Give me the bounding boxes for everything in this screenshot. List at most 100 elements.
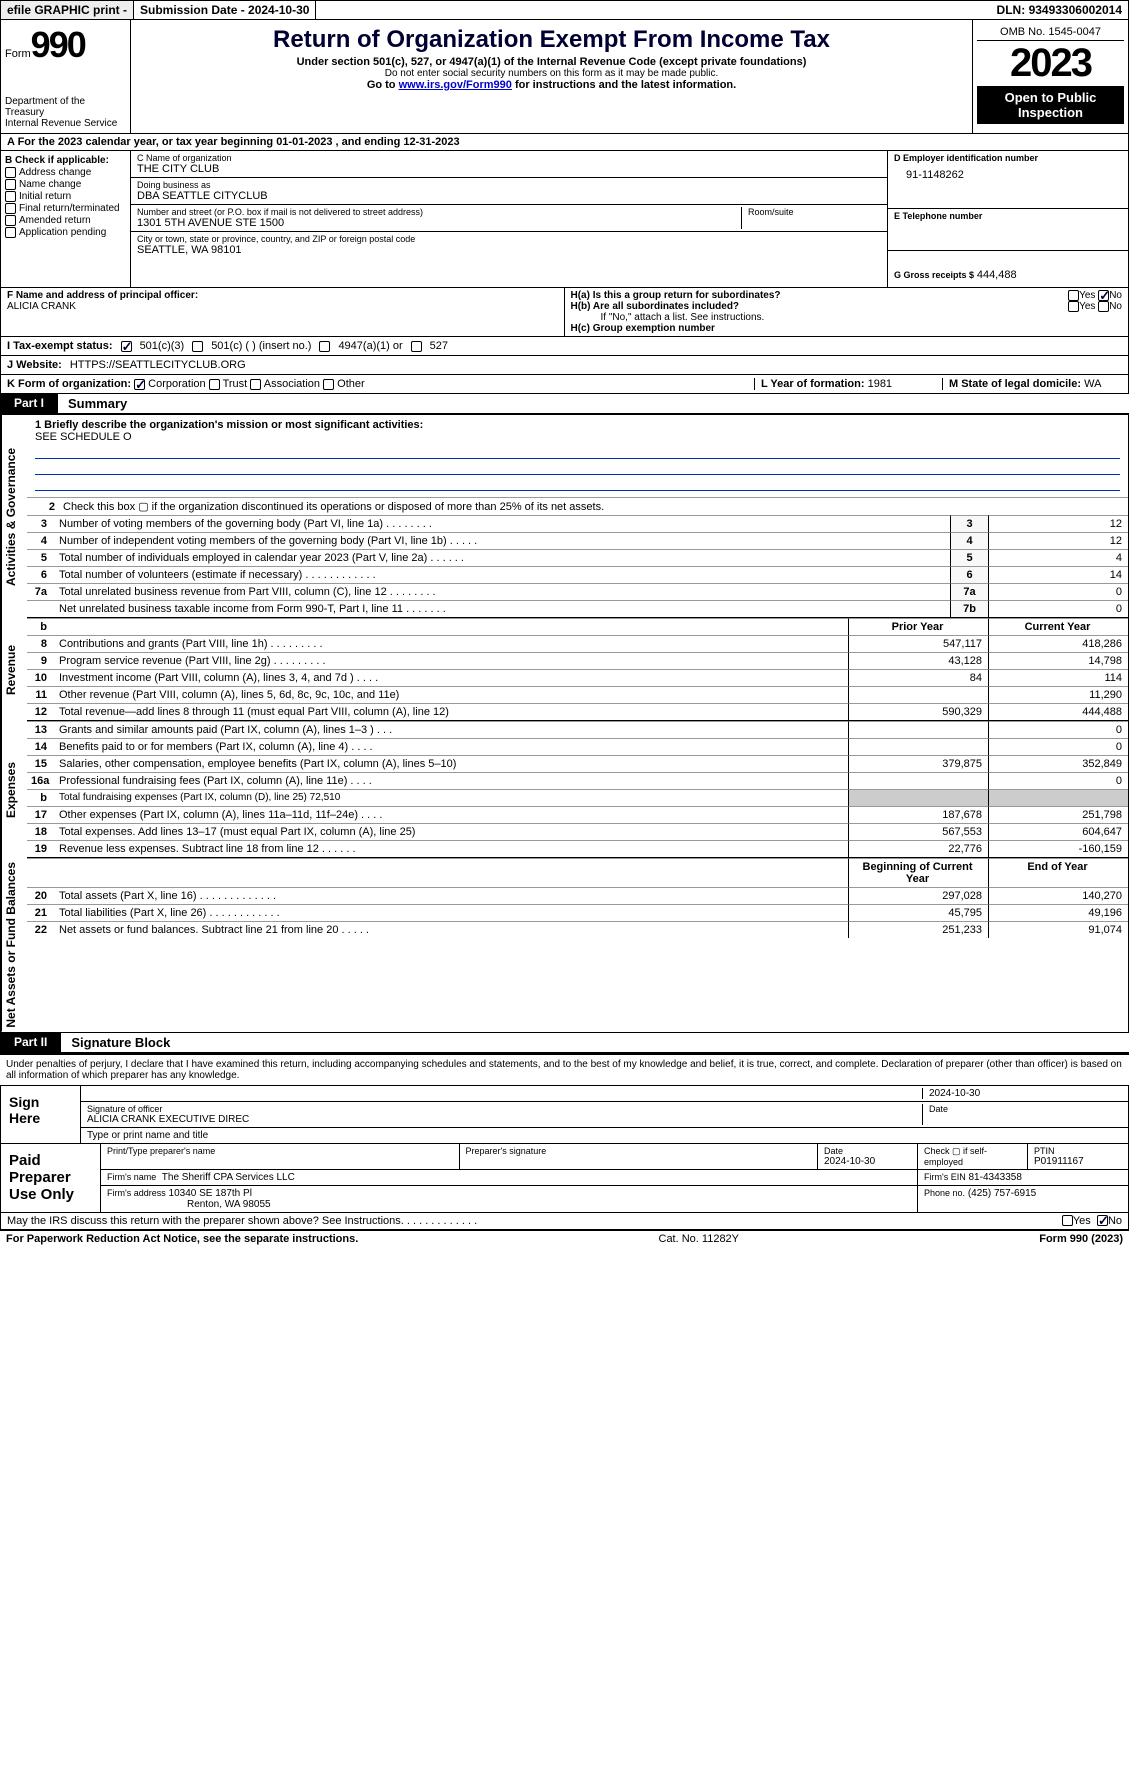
b-item: Name change: [19, 179, 81, 190]
b-checkbox[interactable]: [5, 215, 16, 226]
footer: For Paperwork Reduction Act Notice, see …: [0, 1230, 1129, 1247]
gross-label: G Gross receipts $: [894, 270, 974, 280]
b-item: Application pending: [19, 227, 106, 238]
rev-section: bPrior YearCurrent Year 8Contributions a…: [27, 618, 1128, 721]
mission-label: 1 Briefly describe the organization's mi…: [35, 419, 1120, 431]
section-c: C Name of organizationTHE CITY CLUB Doin…: [131, 151, 888, 287]
part2-tag: Part II: [0, 1033, 61, 1052]
row-i: I Tax-exempt status: 501(c)(3) 501(c) ( …: [0, 337, 1129, 356]
firm-ein: 81-4343358: [969, 1172, 1022, 1183]
gov-label: Activities & Governance: [1, 415, 27, 618]
form-header: Form990 Department of the Treasury Inter…: [0, 20, 1129, 134]
other-checkbox[interactable]: [323, 379, 334, 390]
section-h: H(a) Is this a group return for subordin…: [565, 288, 1129, 336]
ptin: P01911167: [1034, 1156, 1122, 1167]
501c-checkbox[interactable]: [192, 341, 203, 352]
hc-label: H(c) Group exemption number: [571, 323, 1123, 334]
preparer-block: Paid Preparer Use Only Print/Type prepar…: [0, 1144, 1129, 1213]
discuss-yes-checkbox[interactable]: [1062, 1215, 1073, 1226]
firm-phone: (425) 757-6915: [968, 1188, 1036, 1199]
4947-checkbox[interactable]: [319, 341, 330, 352]
prep-date: 2024-10-30: [824, 1156, 911, 1167]
addr-label: Number and street (or P.O. box if mail i…: [137, 207, 741, 217]
exp-label: Expenses: [1, 721, 27, 858]
row-fh: F Name and address of principal officer:…: [0, 288, 1129, 337]
527-checkbox[interactable]: [411, 341, 422, 352]
hb-label: H(b) Are all subordinates included?: [571, 301, 740, 312]
hb-no-checkbox[interactable]: [1098, 301, 1109, 312]
firm-addr-label: Firm's address: [107, 1188, 166, 1198]
b-label: B Check if applicable:: [5, 155, 126, 166]
ein-label: D Employer identification number: [894, 153, 1122, 163]
efile-print-button[interactable]: efile GRAPHIC print -: [1, 1, 134, 19]
date-label: Date: [929, 1104, 1122, 1114]
section-d: D Employer identification number91-11482…: [888, 151, 1128, 287]
formation-year: 1981: [868, 378, 892, 390]
501c3-checkbox[interactable]: [121, 341, 132, 352]
b-item: Amended return: [19, 215, 91, 226]
city: SEATTLE, WA 98101: [137, 244, 881, 256]
current-year-hdr: Current Year: [988, 618, 1128, 635]
submission-date: Submission Date - 2024-10-30: [134, 1, 316, 19]
b-checkbox[interactable]: [5, 167, 16, 178]
irs-link[interactable]: www.irs.gov/Form990: [399, 79, 512, 91]
trust-checkbox[interactable]: [209, 379, 220, 390]
section-a: A For the 2023 calendar year, or tax yea…: [0, 134, 1129, 151]
open-inspection: Open to Public Inspection: [977, 86, 1124, 124]
assoc-checkbox[interactable]: [250, 379, 261, 390]
formation-label: L Year of formation:: [761, 378, 865, 390]
firm-ein-label: Firm's EIN: [924, 1172, 966, 1182]
exp-section: 13Grants and similar amounts paid (Part …: [27, 721, 1128, 858]
perjury-statement: Under penalties of perjury, I declare th…: [0, 1054, 1129, 1085]
org-form-label: K Form of organization:: [7, 378, 131, 390]
dln: DLN: 93493306002014: [991, 1, 1128, 19]
firm-addr2: Renton, WA 98055: [107, 1199, 271, 1210]
b-checkbox[interactable]: [5, 179, 16, 190]
may-discuss-row: May the IRS discuss this return with the…: [0, 1213, 1129, 1230]
phone-label: Phone no.: [924, 1188, 965, 1198]
hb-yes-checkbox[interactable]: [1068, 301, 1079, 312]
row-k: K Form of organization: Corporation Trus…: [0, 375, 1129, 394]
hb-note: If "No," attach a list. See instructions…: [571, 312, 1123, 323]
discuss-question: May the IRS discuss this return with the…: [7, 1215, 477, 1227]
opt-501c3: 501(c)(3): [140, 340, 185, 352]
opt-527: 527: [430, 340, 448, 352]
net-label: Net Assets or Fund Balances: [1, 858, 27, 1032]
opt-4947: 4947(a)(1) or: [338, 340, 402, 352]
preparer-label: Paid Preparer Use Only: [1, 1144, 101, 1212]
section-f: F Name and address of principal officer:…: [1, 288, 565, 336]
firm-name-label: Firm's name: [107, 1172, 156, 1182]
b-checkbox[interactable]: [5, 227, 16, 238]
domicile-state: WA: [1084, 378, 1101, 390]
corp-checkbox[interactable]: [134, 379, 145, 390]
officer-name: ALICIA CRANK: [7, 301, 558, 312]
part2-title: Signature Block: [61, 1033, 180, 1052]
tax-status-label: I Tax-exempt status:: [7, 340, 113, 352]
b-checkbox[interactable]: [5, 203, 16, 214]
b-checkbox[interactable]: [5, 191, 16, 202]
part1-title: Summary: [58, 394, 137, 413]
omb-number: OMB No. 1545-0047: [977, 24, 1124, 41]
b-item: Final return/terminated: [19, 203, 120, 214]
website-url[interactable]: HTTPS://SEATTLECITYCLUB.ORG: [70, 359, 246, 371]
officer-label: F Name and address of principal officer:: [7, 290, 558, 301]
ein: 91-1148262: [894, 163, 1122, 181]
bcy-hdr: Beginning of Current Year: [848, 858, 988, 887]
discuss-no-checkbox[interactable]: [1097, 1215, 1108, 1226]
city-label: City or town, state or province, country…: [137, 234, 881, 244]
eoy-hdr: End of Year: [988, 858, 1128, 887]
form-number: 990: [31, 24, 85, 65]
officer-sig: ALICIA CRANK EXECUTIVE DIREC: [87, 1114, 922, 1125]
website-label: J Website:: [7, 359, 62, 371]
footer-left: For Paperwork Reduction Act Notice, see …: [6, 1233, 358, 1245]
ha-no-checkbox[interactable]: [1098, 290, 1109, 301]
form-note: Do not enter social security numbers on …: [135, 68, 968, 79]
department: Department of the Treasury Internal Reve…: [5, 96, 126, 129]
tax-year: 2023: [977, 41, 1124, 86]
b-item: Address change: [19, 167, 91, 178]
footer-right: Form 990 (2023): [1039, 1233, 1123, 1245]
addr: 1301 5TH AVENUE STE 1500: [137, 217, 741, 229]
ha-yes-checkbox[interactable]: [1068, 290, 1079, 301]
footer-center: Cat. No. 11282Y: [659, 1233, 740, 1245]
firm-addr1: 10340 SE 187th Pl: [169, 1188, 252, 1199]
